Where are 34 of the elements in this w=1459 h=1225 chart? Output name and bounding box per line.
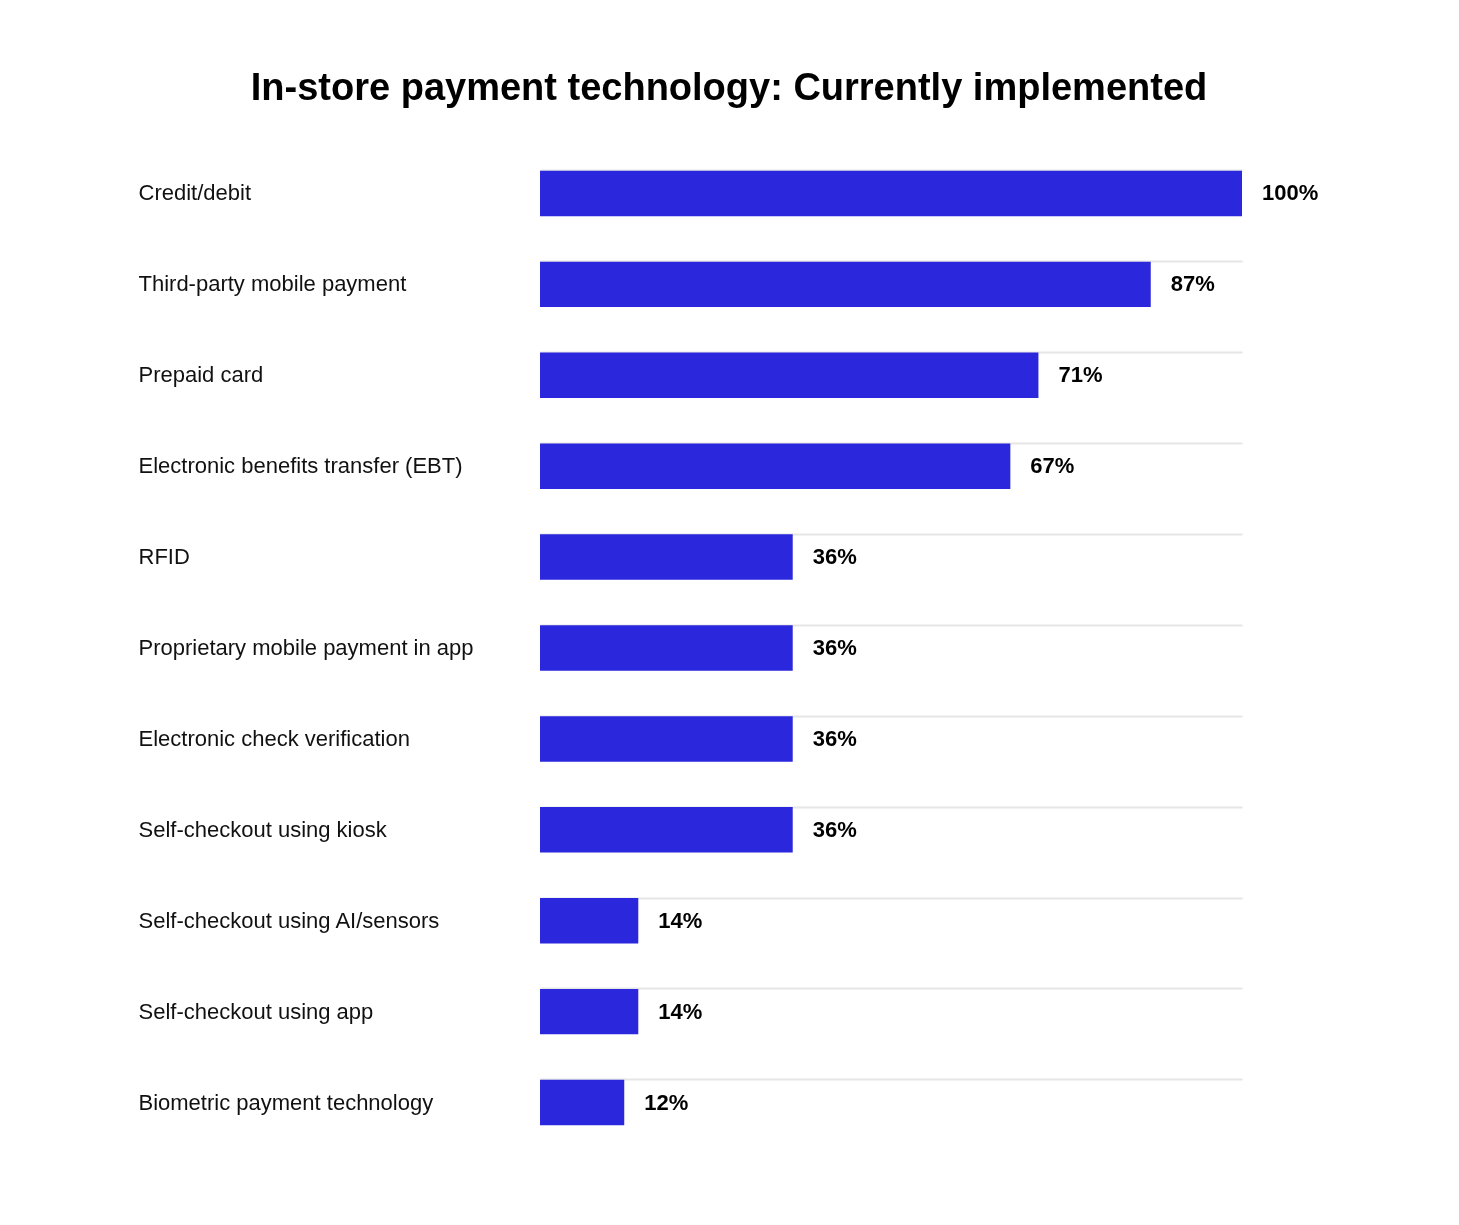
bar — [540, 1079, 625, 1126]
bar — [540, 261, 1151, 308]
bar — [540, 716, 793, 762]
data-label: 14% — [658, 907, 703, 933]
y-tick-label: Credit/debit — [138, 180, 252, 206]
bar — [540, 443, 1011, 489]
data-label: 36% — [812, 725, 857, 751]
chart-title: In-store payment technology: Currently implemented — [250, 66, 1208, 108]
data-label: 36% — [812, 635, 857, 660]
y-tick-label: Self-checkout using kiosk — [138, 816, 388, 842]
y-tick-label: Biometric payment technology — [138, 1089, 434, 1115]
bar — [540, 534, 793, 580]
y-tick-label: Electronic check verification — [138, 725, 410, 751]
bar — [540, 898, 639, 944]
data-label: 36% — [812, 816, 857, 842]
bar — [540, 625, 793, 671]
y-tick-label: Self-checkout using app — [138, 998, 374, 1024]
y-tick-label: Proprietary mobile payment in app — [138, 635, 474, 660]
bar — [540, 170, 1242, 217]
data-label: 67% — [1030, 453, 1075, 479]
data-label: 36% — [812, 544, 857, 570]
bar — [540, 807, 793, 853]
y-tick-label: Electronic benefits transfer (EBT) — [138, 453, 463, 479]
data-label: 71% — [1058, 362, 1103, 388]
y-tick-label: Third-party mobile payment — [138, 271, 407, 297]
y-tick-label: Self-checkout using AI/sensors — [138, 907, 440, 933]
data-label: 87% — [1170, 271, 1215, 297]
y-tick-label: Prepaid card — [138, 362, 264, 388]
bar — [540, 352, 1039, 398]
data-label: 100% — [1262, 180, 1319, 206]
y-tick-label: RFID — [138, 544, 190, 570]
data-label: 14% — [658, 998, 703, 1024]
data-label: 12% — [644, 1089, 689, 1115]
bar — [540, 988, 639, 1035]
